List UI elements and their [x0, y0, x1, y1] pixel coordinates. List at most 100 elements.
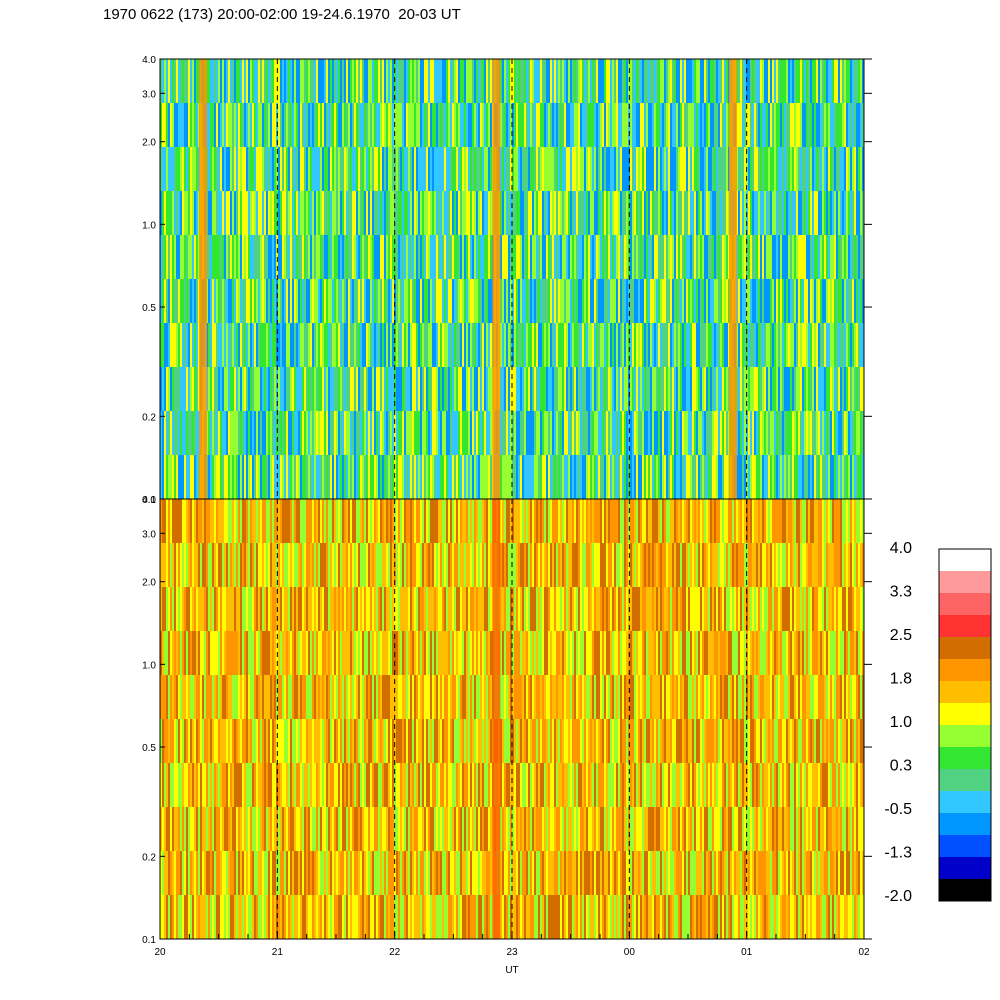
spectrogram-cell [580, 103, 582, 148]
spectrogram-cell [456, 235, 458, 280]
spectrogram-cell [786, 235, 788, 280]
spectrogram-cell [610, 455, 612, 500]
spectrogram-cell [188, 675, 190, 720]
spectrogram-cell [770, 279, 772, 324]
spectrogram-cell [292, 763, 294, 808]
spectrogram-cell [318, 499, 320, 544]
spectrogram-cell [468, 103, 470, 148]
spectrogram-cell [718, 191, 720, 236]
spectrogram-cell [452, 411, 454, 456]
spectrogram-cell [352, 763, 354, 808]
spectrogram-cell [682, 279, 684, 324]
spectrogram-cell [286, 719, 288, 764]
spectrogram-cell [644, 103, 646, 148]
spectrogram-cell [484, 103, 486, 148]
spectrogram-cell [596, 59, 598, 104]
spectrogram-cell [670, 59, 672, 104]
spectrogram-cell [702, 191, 704, 236]
spectrogram-cell [712, 279, 714, 324]
spectrogram-cell [410, 411, 412, 456]
spectrogram-cell [186, 59, 188, 104]
spectrogram-cell [718, 103, 720, 148]
spectrogram-cell [242, 235, 244, 280]
spectrogram-cell [598, 411, 600, 456]
spectrogram-cell [242, 367, 244, 412]
spectrogram-cell [390, 675, 392, 720]
spectrogram-cell [316, 323, 318, 368]
spectrogram-cell [378, 455, 380, 500]
spectrogram-cell [348, 455, 350, 500]
spectrogram-cell [550, 59, 552, 104]
spectrogram-cell [832, 235, 834, 280]
spectrogram-cell [650, 147, 652, 192]
spectrogram-cell [296, 411, 298, 456]
spectrogram-cell [318, 719, 320, 764]
spectrogram-cell [380, 411, 382, 456]
spectrogram-cell [860, 147, 862, 192]
spectrogram-cell [536, 411, 538, 456]
spectrogram-cell [760, 103, 762, 148]
spectrogram-cell [434, 323, 436, 368]
spectrogram-cell [552, 455, 554, 500]
spectrogram-cell [286, 59, 288, 104]
spectrogram-cell [710, 191, 712, 236]
spectrogram-cell [756, 191, 758, 236]
spectrogram-cell [626, 191, 628, 236]
spectrogram-cell [544, 455, 546, 500]
spectrogram-cell [830, 279, 832, 324]
spectrogram-cell [600, 367, 602, 412]
spectrogram-cell [338, 191, 340, 236]
spectrogram-cell [614, 59, 616, 104]
spectrogram-cell [590, 323, 592, 368]
spectrogram-cell [500, 323, 502, 368]
spectrogram-cell [800, 235, 802, 280]
spectrogram-cell [814, 411, 816, 456]
spectrogram-cell [350, 807, 352, 852]
spectrogram-cell [180, 719, 182, 764]
spectrogram-cell [268, 631, 270, 676]
spectrogram-cell [548, 411, 550, 456]
spectrogram-cell [638, 191, 640, 236]
spectrogram-cell [276, 807, 278, 852]
spectrogram-cell [488, 411, 490, 456]
spectrogram-cell [690, 103, 692, 148]
spectrogram-cell [616, 411, 618, 456]
spectrogram-cell [294, 279, 296, 324]
spectrogram-cell [356, 323, 358, 368]
spectrogram-cell [176, 411, 178, 456]
spectrogram-cell [772, 191, 774, 236]
spectrogram-cell [238, 631, 240, 676]
spectrogram-cell [218, 895, 220, 940]
spectrogram-cell [694, 411, 696, 456]
spectrogram-cell [418, 807, 420, 852]
spectrogram-cell [380, 147, 382, 192]
spectrogram-cell [292, 499, 294, 544]
spectrogram-cell [210, 367, 212, 412]
spectrogram-cell [818, 323, 820, 368]
spectrogram-cell [386, 59, 388, 104]
spectrogram-cell [332, 235, 334, 280]
spectrogram-cell [768, 147, 770, 192]
spectrogram-cell [502, 235, 504, 280]
spectrogram-cell [736, 59, 738, 104]
spectrogram-cell [442, 367, 444, 412]
spectrogram-cell [756, 323, 758, 368]
spectrogram-cell [254, 323, 256, 368]
spectrogram-cell [202, 807, 204, 852]
spectrogram-cell [196, 763, 198, 808]
spectrogram-cell [828, 235, 830, 280]
spectrogram-cell [632, 411, 634, 456]
spectrogram-cell [490, 191, 492, 236]
spectrogram-cell [280, 587, 282, 632]
spectrogram-cell [182, 807, 184, 852]
spectrogram-cell [572, 147, 574, 192]
spectrogram-cell [488, 279, 490, 324]
spectrogram-cell [792, 279, 794, 324]
spectrogram-cell [766, 59, 768, 104]
spectrogram-cell [262, 59, 264, 104]
spectrogram-cell [402, 851, 404, 896]
spectrogram-cell [236, 587, 238, 632]
spectrogram-cell [502, 103, 504, 148]
spectrogram-cell [684, 455, 686, 500]
spectrogram-cell [214, 279, 216, 324]
